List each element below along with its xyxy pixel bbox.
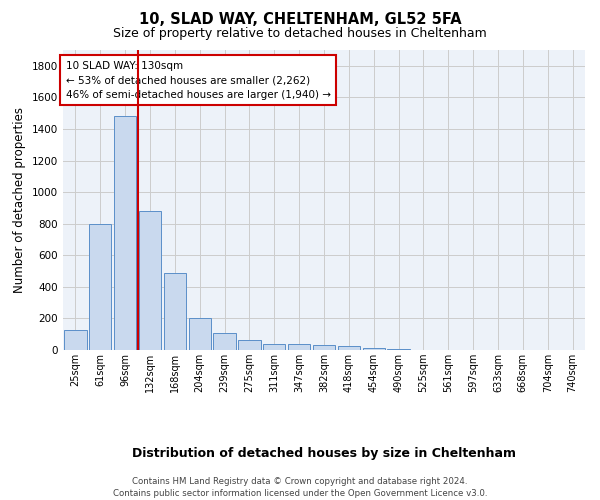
Bar (164, 272, 186, 350)
Bar (214, 334, 236, 350)
Text: 10, SLAD WAY, CHELTENHAM, GL52 5FA: 10, SLAD WAY, CHELTENHAM, GL52 5FA (139, 12, 461, 28)
Bar (338, 346, 360, 350)
Text: Contains HM Land Registry data © Crown copyright and database right 2024.: Contains HM Land Registry data © Crown c… (132, 478, 468, 486)
Text: 10 SLAD WAY: 130sqm
← 53% of detached houses are smaller (2,262)
46% of semi-det: 10 SLAD WAY: 130sqm ← 53% of detached ho… (65, 60, 331, 100)
Bar (362, 348, 385, 350)
Bar (139, 211, 161, 350)
Text: Contains public sector information licensed under the Open Government Licence v3: Contains public sector information licen… (113, 489, 487, 498)
Y-axis label: Number of detached properties: Number of detached properties (13, 107, 26, 293)
Text: Size of property relative to detached houses in Cheltenham: Size of property relative to detached ho… (113, 28, 487, 40)
Bar (263, 344, 286, 350)
Bar (188, 318, 211, 350)
Bar (238, 340, 260, 350)
Text: Distribution of detached houses by size in Cheltenham: Distribution of detached houses by size … (132, 448, 516, 460)
Bar (64, 330, 86, 350)
Bar (89, 224, 112, 350)
Bar (313, 346, 335, 350)
Bar (388, 348, 410, 350)
Bar (288, 344, 310, 350)
Bar (114, 116, 136, 350)
